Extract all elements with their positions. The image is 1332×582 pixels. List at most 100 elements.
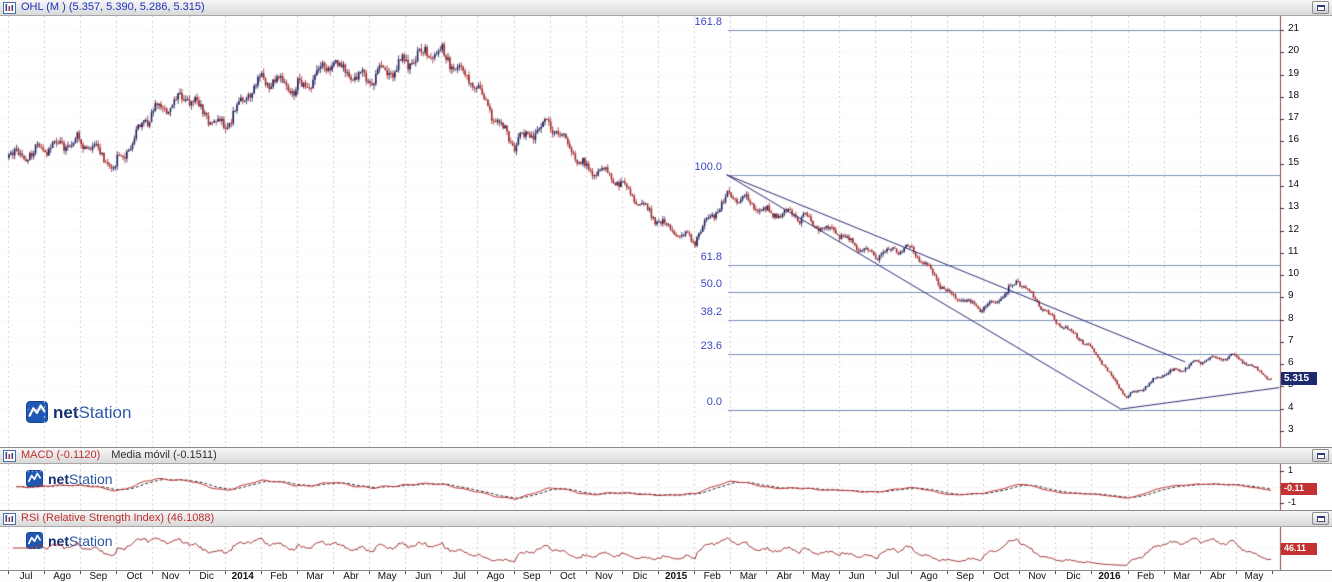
price-axis-tick-label: 16 [1288,134,1300,146]
price-axis-tick-label: 3 [1288,424,1294,436]
time-axis-month-label: Feb [1136,571,1155,582]
restore-icon [1316,452,1325,459]
price-axis-tick-label: 20 [1288,45,1300,57]
time-axis-month-label: Jun [848,571,865,582]
macd-title: MACD (-0.1120) [21,449,101,461]
time-axis-month-label: May [811,571,831,582]
time-axis-tick [586,571,587,574]
time-axis-month-label: Dic [632,571,648,582]
rsi-canvas[interactable] [0,527,1332,570]
rsi-panel: RSI (Relative Strength Index) (46.1088) … [0,510,1332,570]
time-axis-year-label: 2014 [231,571,254,582]
price-axis-tick-label: 8 [1288,312,1294,324]
macd-signal-title: Media móvil (-0.1511) [111,449,217,461]
time-axis-month-label: Ago [486,571,505,582]
panel-restore-button[interactable] [1312,1,1329,14]
time-axis-month-label: Oct [993,571,1009,582]
price-axis-tick-label: 19 [1288,67,1300,79]
time-axis-tick [875,571,876,574]
time-axis-tick [550,571,551,574]
time-axis-month-label: Jul [19,571,33,582]
macd-axis-tick-label: 1 [1288,465,1294,475]
price-axis-tick-label: 17 [1288,112,1300,124]
time-axis-month-label: Feb [270,571,288,582]
time-axis-year-label: 2015 [664,571,688,582]
restore-icon [1316,4,1325,11]
time-axis-month-label: May [1244,571,1264,582]
price-axis-tick-label: 11 [1288,245,1299,257]
macd-axis-tick-label: -1 [1288,497,1297,507]
time-axis-tick [44,571,45,574]
price-chart-panel: OHL (M ) (5.357, 5.390, 5.286, 5.315) ne… [0,0,1332,447]
time-axis-tick [80,571,81,574]
macd-value-badge: -0.11 [1281,482,1317,495]
time-axis-tick [1055,571,1056,574]
last-price-badge: 5.315 [1281,372,1317,386]
fib-level-label: 161.8 [694,16,722,28]
time-axis-month-label: Sep [522,571,541,582]
time-axis-tick [803,571,804,574]
macd-canvas[interactable] [0,464,1332,510]
time-axis-tick [152,571,153,574]
chart-icon [3,512,16,525]
time-axis-tick [1128,571,1129,574]
time-axis-tick [839,571,840,574]
price-axis-tick-label: 14 [1288,178,1300,190]
panel-restore-button[interactable] [1312,512,1329,525]
time-axis-tick [333,571,334,574]
time-axis-tick [8,571,9,574]
time-axis-tick [730,571,731,574]
time-axis-tick [1272,571,1273,574]
panel-restore-button[interactable] [1312,449,1329,462]
rsi-panel-header: RSI (Relative Strength Index) (46.1088) [0,511,1332,527]
time-axis-tick [369,571,370,574]
time-axis-tick [189,571,190,574]
time-axis-month-label: Abr [1210,571,1226,582]
time-axis-month-label: Dic [1066,571,1081,582]
fib-level-label: 38.2 [700,306,722,319]
time-axis-month-label: Oct [559,571,576,582]
price-panel-header: OHL (M ) (5.357, 5.390, 5.286, 5.315) [0,0,1332,16]
time-axis-tick [947,571,948,574]
time-axis-month-label: Nov [594,571,613,582]
time-axis-month-label: Dic [199,571,214,582]
time-axis[interactable]: Jul Ago Sep Oct Nov Dic 2014 Feb Mar Abr May Jun Jul… [0,570,1332,582]
time-axis-month-label: Mar [1173,571,1191,582]
price-chart-canvas[interactable] [0,16,1332,447]
fib-level-label: 61.8 [700,250,722,263]
time-axis-tick [983,571,984,574]
time-axis-month-label: Nov [161,571,180,582]
price-axis-tick-label: 18 [1288,89,1300,101]
time-axis-month-label: May [377,571,397,582]
price-axis-tick-label: 15 [1288,156,1300,168]
time-axis-tick [116,571,117,574]
time-axis-tick [1164,571,1165,574]
price-axis-tick-label: 4 [1288,401,1294,413]
chart-icon [3,449,16,462]
time-axis-tick [441,571,442,574]
time-axis-month-label: Sep [956,571,974,582]
time-axis-month-label: Ago [920,571,938,582]
price-axis-tick-label: 10 [1288,268,1300,280]
time-axis-tick [622,571,623,574]
time-axis-tick [477,571,478,574]
price-panel-title: OHL (M ) (5.357, 5.390, 5.286, 5.315) [21,1,205,13]
fib-level-label: 0.0 [706,395,722,408]
time-axis-month-label: Ago [53,571,72,582]
time-axis-month-label: Sep [89,571,108,582]
time-axis-tick [694,571,695,574]
time-axis-tick [1091,571,1092,574]
price-axis-tick-label: 9 [1288,290,1294,302]
time-axis-month-label: Abr [776,571,793,582]
time-axis-month-label: Nov [1028,571,1047,582]
time-axis-tick [1236,571,1237,574]
chart-icon [3,1,16,14]
price-axis-tick-label: 13 [1288,201,1300,213]
time-axis-month-label: Mar [739,571,757,582]
time-axis-tick [225,571,226,574]
time-axis-month-label: Feb [703,571,721,582]
time-axis-month-label: Jul [453,571,466,582]
macd-panel: MACD (-0.1120) Media móvil (-0.1511) net… [0,447,1332,510]
rsi-value-badge: 46.11 [1281,543,1317,556]
